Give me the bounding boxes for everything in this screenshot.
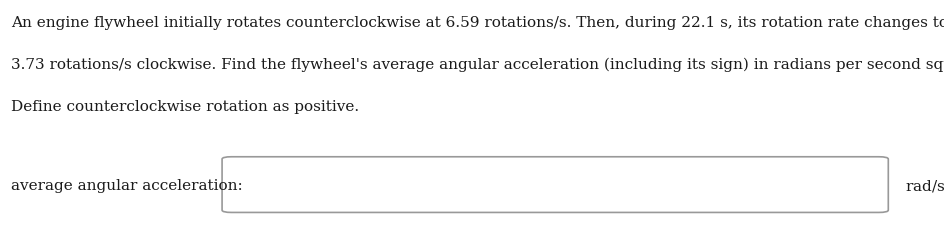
Text: average angular acceleration:: average angular acceleration: xyxy=(11,178,243,192)
Text: 3.73 rotations/s clockwise. Find the flywheel's average angular acceleration (in: 3.73 rotations/s clockwise. Find the fly… xyxy=(11,58,944,72)
Text: Define counterclockwise rotation as positive.: Define counterclockwise rotation as posi… xyxy=(11,99,359,113)
Text: An engine flywheel initially rotates counterclockwise at 6.59 rotations/s. Then,: An engine flywheel initially rotates cou… xyxy=(11,16,944,30)
FancyBboxPatch shape xyxy=(222,157,887,213)
Text: rad/s$^{2}$: rad/s$^{2}$ xyxy=(904,175,944,195)
